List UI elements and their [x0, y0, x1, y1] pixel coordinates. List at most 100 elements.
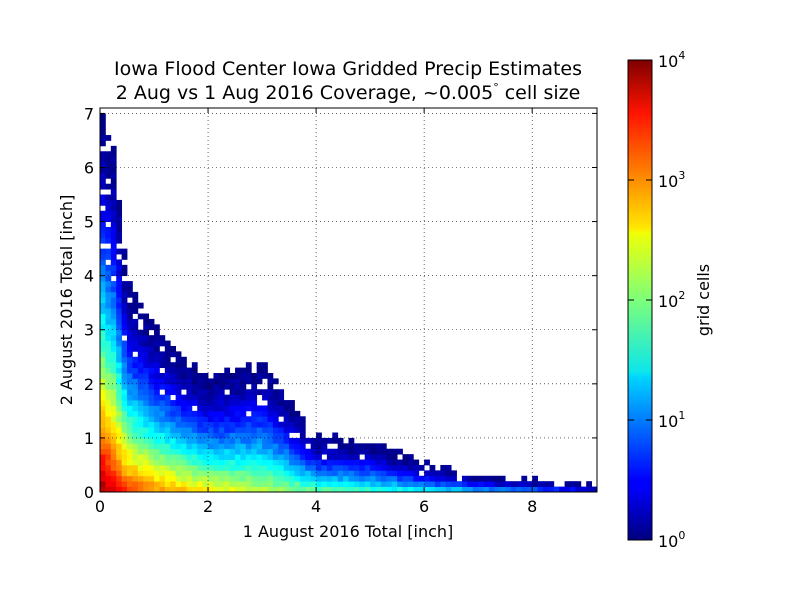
heatmap-cell [229, 405, 236, 412]
heatmap-cell [289, 448, 295, 455]
heatmap-cell [343, 486, 349, 492]
heatmap-cell [256, 464, 263, 471]
y-axis-label: 2 August 2016 Total [inch] [57, 195, 76, 406]
heatmap-cell [181, 378, 187, 385]
heatmap-cell [143, 324, 150, 331]
heatmap-cell [110, 470, 117, 477]
heatmap-cell [224, 437, 231, 444]
heatmap-cell [213, 443, 220, 450]
heatmap-cell [456, 486, 463, 492]
heatmap-cell [186, 459, 193, 466]
heatmap-cell [256, 448, 263, 455]
heatmap-cell [110, 199, 117, 206]
heatmap-cell [100, 356, 106, 363]
heatmap-cell [143, 454, 150, 460]
heatmap-cell [272, 394, 279, 401]
heatmap-cell [154, 410, 160, 417]
heatmap-cell [413, 475, 420, 482]
heatmap-cell [262, 481, 268, 487]
heatmap-cell [105, 437, 112, 444]
heatmap-cell [289, 443, 295, 450]
heatmap-cell [175, 351, 182, 358]
heatmap-cell [159, 373, 166, 379]
heatmap-cell [245, 362, 252, 369]
heatmap-cell [121, 302, 128, 309]
heatmap-cell [348, 443, 355, 450]
heatmap-cell [478, 481, 484, 487]
heatmap-cell [208, 427, 214, 433]
heatmap-cell [116, 324, 123, 331]
heatmap-cell [170, 437, 177, 444]
heatmap-cell [100, 226, 106, 233]
heatmap-cell [208, 464, 214, 471]
heatmap-cell [137, 470, 144, 477]
heatmap-cell [197, 389, 204, 396]
heatmap-cell [202, 427, 209, 433]
heatmap-cell [121, 362, 128, 369]
heatmap-cell [564, 481, 571, 487]
heatmap-cell [100, 335, 106, 341]
heatmap-cell [181, 373, 187, 379]
heatmap-cell [186, 448, 193, 455]
heatmap-cell [445, 470, 452, 477]
heatmap-cell [164, 356, 171, 363]
heatmap-cell [127, 378, 133, 385]
heatmap-cell [380, 454, 387, 460]
heatmap-cell [272, 437, 279, 444]
heatmap-cell [121, 378, 128, 385]
heatmap-cell [483, 486, 490, 492]
heatmap-cell [251, 383, 258, 390]
heatmap-cell [278, 432, 285, 439]
heatmap-cell [591, 486, 597, 492]
heatmap-cell [116, 454, 123, 460]
heatmap-cell [181, 470, 187, 477]
heatmap-cell [143, 345, 150, 352]
heatmap-cell [186, 443, 193, 450]
heatmap-cell [218, 427, 225, 433]
heatmap-cell [181, 454, 187, 460]
heatmap-cell [186, 405, 193, 412]
heatmap-cell [132, 356, 139, 363]
heatmap-cell [121, 329, 128, 336]
heatmap-cell [175, 481, 182, 487]
heatmap-cell [224, 373, 231, 379]
heatmap-cell [218, 486, 225, 492]
heatmap-cell [202, 437, 209, 444]
heatmap-cell [213, 400, 220, 406]
heatmap-cell [202, 405, 209, 412]
heatmap-cell [100, 362, 106, 369]
heatmap-cell [137, 421, 144, 428]
heatmap-cell [105, 362, 112, 369]
heatmap-cell [137, 313, 144, 320]
heatmap-cell [127, 400, 133, 406]
heatmap-cell [148, 481, 155, 487]
heatmap-cell [402, 486, 409, 492]
heatmap-cell [110, 205, 117, 212]
heatmap-cell [143, 432, 150, 439]
heatmap-cell [224, 400, 231, 406]
heatmap-cell [316, 443, 322, 450]
heatmap-cell [100, 286, 106, 293]
heatmap-cell [105, 286, 112, 293]
heatmap-cell [164, 437, 171, 444]
heatmap-cell [494, 486, 501, 492]
heatmap-cell [127, 464, 133, 471]
heatmap-cell [148, 416, 155, 423]
heatmap-cell [359, 459, 366, 466]
heatmap-cell [159, 464, 166, 471]
heatmap-cell [170, 389, 177, 396]
heatmap-cell [224, 432, 231, 439]
heatmap-cell [105, 459, 112, 466]
heatmap-cell [154, 443, 160, 450]
heatmap-cell [121, 443, 128, 450]
heatmap-cell [213, 454, 220, 460]
heatmap-cell [245, 454, 252, 460]
heatmap-cell [116, 464, 123, 471]
heatmap-cell [116, 475, 123, 482]
heatmap-cell [299, 464, 306, 471]
heatmap-cell [105, 389, 112, 396]
heatmap-cell [316, 448, 322, 455]
heatmap-cell [164, 389, 171, 396]
heatmap-cell [218, 432, 225, 439]
heatmap-cell [218, 410, 225, 417]
